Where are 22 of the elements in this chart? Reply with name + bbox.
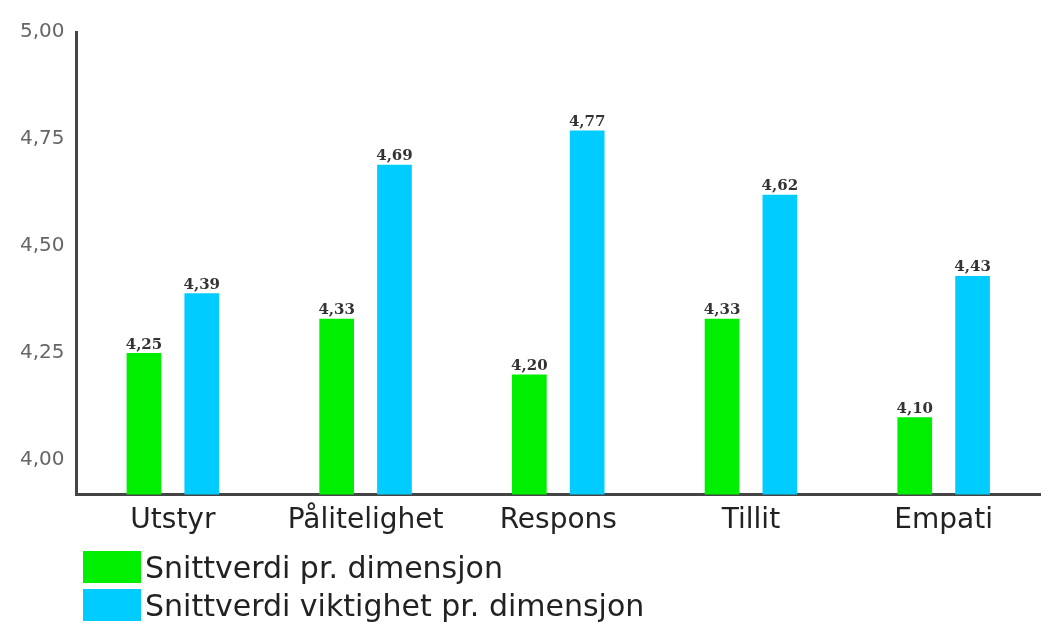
data-label: 4,43 [954,257,991,276]
x-tick-label: Respons [499,502,617,536]
legend-label: Snittverdi pr. dimensjon [145,549,503,585]
data-label: 4,77 [568,111,606,130]
x-tick-label: Pålitelighet [287,502,444,536]
x-tick-label: Tillit [720,502,781,536]
data-label: 4,20 [511,355,548,374]
y-tick-label: 4,25 [20,339,65,364]
data-label: 4,39 [183,274,221,293]
x-tick-label: Empati [894,502,993,536]
data-label: 4,10 [896,398,934,417]
y-tick-label: 4,50 [20,232,65,257]
y-tick-label: 4,75 [20,125,65,150]
data-label: 4,33 [318,300,355,319]
data-label: 4,69 [376,146,413,165]
y-tick-label: 4,00 [20,446,65,471]
data-label: 4,33 [703,300,741,319]
data-label: 4,62 [761,176,799,195]
x-tick-label: Utstyr [130,502,216,536]
y-tick-label: 5,00 [20,18,65,43]
legend-label: Snittverdi viktighet pr. dimensjon [145,587,645,623]
data-label: 4,25 [125,334,163,353]
